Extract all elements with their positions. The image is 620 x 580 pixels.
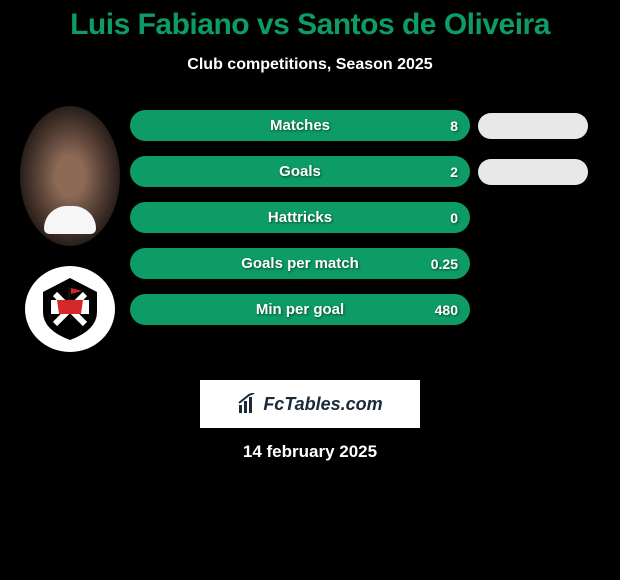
stat-row-goals-per-match: Goals per match 0.25 — [130, 248, 610, 279]
comparison-oval — [478, 205, 588, 231]
stat-row-min-per-goal: Min per goal 480 — [130, 294, 610, 325]
subtitle: Club competitions, Season 2025 — [0, 56, 620, 74]
left-column — [10, 106, 130, 352]
stat-value: 2 — [450, 164, 458, 180]
comparison-oval — [478, 159, 588, 185]
comparison-oval — [478, 251, 588, 277]
stat-row-matches: Matches 8 — [130, 110, 610, 141]
chart-icon — [237, 393, 259, 415]
club-badge — [25, 266, 115, 352]
stat-label: Min per goal — [256, 301, 344, 318]
page-title: Luis Fabiano vs Santos de Oliveira — [0, 8, 620, 42]
stat-value: 8 — [450, 118, 458, 134]
logo-text: FcTables.com — [263, 394, 382, 415]
stat-row-hattricks: Hattricks 0 — [130, 202, 610, 233]
stat-pill: Hattricks 0 — [130, 202, 470, 233]
stat-pill: Min per goal 480 — [130, 294, 470, 325]
stat-value: 0.25 — [431, 256, 458, 272]
date-text: 14 february 2025 — [0, 442, 620, 462]
stat-pill: Matches 8 — [130, 110, 470, 141]
comparison-oval — [478, 297, 588, 323]
player-avatar — [20, 106, 120, 246]
stat-label: Hattricks — [268, 209, 332, 226]
comparison-oval — [478, 113, 588, 139]
logo-box: FcTables.com — [200, 380, 420, 428]
stat-value: 480 — [435, 302, 458, 318]
stat-row-goals: Goals 2 — [130, 156, 610, 187]
content-row: Matches 8 Goals 2 Hattricks 0 — [0, 106, 620, 352]
stat-pill: Goals per match 0.25 — [130, 248, 470, 279]
club-badge-icon — [35, 274, 105, 344]
stat-label: Matches — [270, 117, 330, 134]
bars-column: Matches 8 Goals 2 Hattricks 0 — [130, 106, 610, 325]
stat-label: Goals — [279, 163, 321, 180]
stat-pill: Goals 2 — [130, 156, 470, 187]
root: Luis Fabiano vs Santos de Oliveira Club … — [0, 0, 620, 462]
stat-value: 0 — [450, 210, 458, 226]
stat-label: Goals per match — [241, 255, 359, 272]
